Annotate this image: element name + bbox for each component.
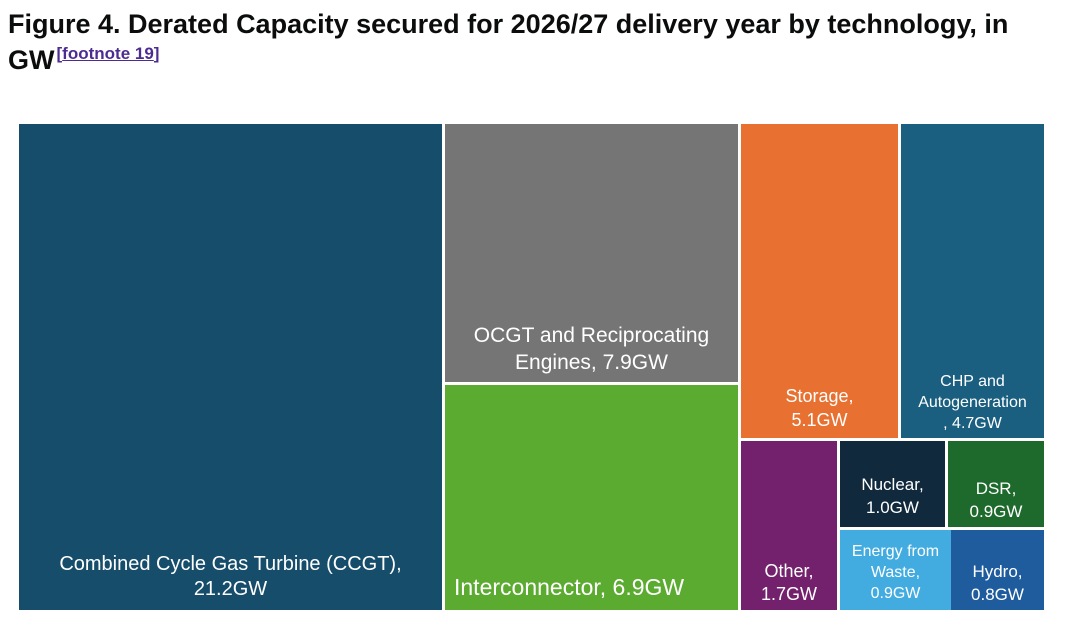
- treemap-tile-combined-cycle-gas-turbine-ccgt: Combined Cycle Gas Turbine (CCGT), 21.2GW: [19, 124, 442, 610]
- figure-title-text: Figure 4. Derated Capacity secured for 2…: [8, 9, 1009, 75]
- treemap-tile-other: Other, 1.7GW: [741, 441, 837, 610]
- treemap-label-line: 0.9GW: [870, 585, 921, 602]
- treemap-label-hydro: Hydro, 0.8GW: [951, 560, 1044, 606]
- treemap-label-interconnector: Interconnector, 6.9GW: [445, 572, 738, 602]
- treemap-label-line: 0.9GW: [969, 502, 1023, 521]
- treemap-label-line: 21.2GW: [193, 578, 268, 600]
- treemap-label-line: 0.8GW: [971, 585, 1024, 604]
- treemap-label-line: , 4.7GW: [943, 415, 1002, 432]
- treemap-tile-hydro: Hydro, 0.8GW: [951, 530, 1044, 610]
- treemap-label-line: OCGT and Reciprocating: [473, 324, 710, 347]
- treemap-tile-dsr: DSR, 0.9GW: [948, 441, 1044, 527]
- treemap-label-line: Interconnector, 6.9GW: [454, 574, 685, 600]
- figure-title: Figure 4. Derated Capacity secured for 2…: [8, 6, 1068, 78]
- treemap-label-line: Autogeneration: [918, 394, 1027, 411]
- treemap-tile-ocgt-and-reciprocating-engines: OCGT and Reciprocating Engines, 7.9GW: [445, 124, 738, 382]
- treemap-label-line: Hydro,: [972, 562, 1023, 581]
- treemap-label-energy-from-waste: Energy from Waste, 0.9GW: [840, 541, 951, 604]
- treemap-label-line: 5.1GW: [791, 410, 848, 430]
- treemap-label-line: 1.0GW: [866, 498, 919, 517]
- treemap-label-line: 1.7GW: [760, 584, 817, 604]
- treemap-label-line: Nuclear,: [861, 475, 924, 494]
- treemap-label-line: Combined Cycle Gas Turbine (CCGT),: [59, 553, 402, 575]
- treemap-label-chp-and-autogeneration: CHP and Autogeneration , 4.7GW: [901, 371, 1044, 434]
- treemap-label-line: Waste,: [870, 564, 921, 581]
- treemap-label-ocgt-and-reciprocating-engines: OCGT and Reciprocating Engines, 7.9GW: [445, 322, 738, 376]
- treemap-tile-nuclear: Nuclear, 1.0GW: [840, 441, 945, 527]
- treemap-label-combined-cycle-gas-turbine-ccgt: Combined Cycle Gas Turbine (CCGT), 21.2GW: [19, 552, 442, 602]
- treemap-label-storage: Storage, 5.1GW: [741, 384, 898, 432]
- treemap-label-line: Engines, 7.9GW: [515, 351, 668, 374]
- treemap-label-line: CHP and: [940, 373, 1005, 390]
- treemap-tile-energy-from-waste: Energy from Waste, 0.9GW: [840, 530, 951, 610]
- treemap-label-line: Other,: [764, 561, 814, 581]
- footnote-link[interactable]: [footnote 19]: [56, 44, 160, 63]
- treemap-label-other: Other, 1.7GW: [741, 560, 837, 606]
- treemap-label-line: DSR,: [975, 479, 1017, 498]
- treemap-label-nuclear: Nuclear, 1.0GW: [840, 473, 945, 519]
- treemap-tile-interconnector: Interconnector, 6.9GW: [445, 385, 738, 610]
- treemap-label-dsr: DSR, 0.9GW: [948, 477, 1044, 523]
- treemap-tile-storage: Storage, 5.1GW: [741, 124, 898, 438]
- treemap-label-line: Energy from: [851, 543, 940, 560]
- treemap-tile-chp-and-autogeneration: CHP and Autogeneration , 4.7GW: [901, 124, 1044, 438]
- treemap-label-line: Storage,: [785, 386, 854, 406]
